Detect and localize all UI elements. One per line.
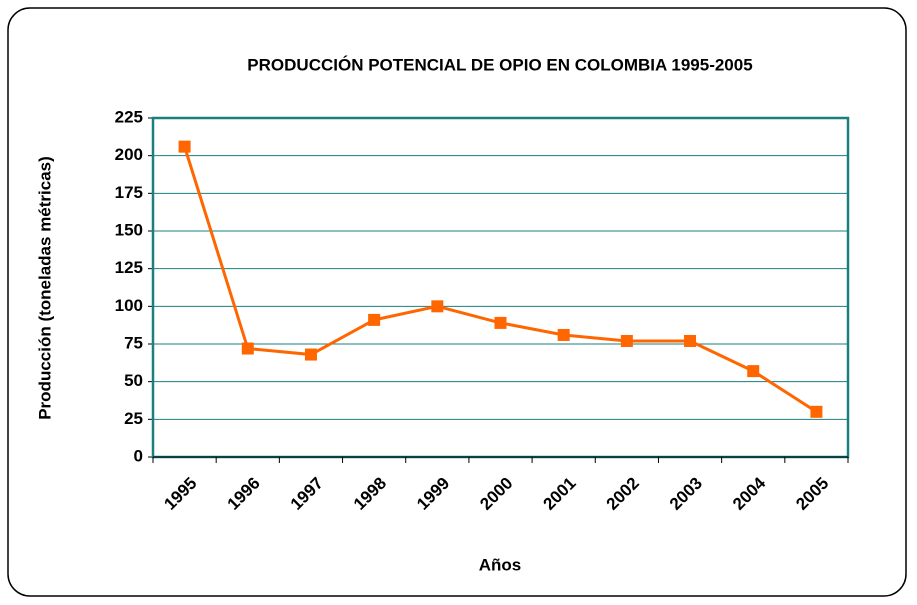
chart-frame [7, 7, 907, 597]
y-tick-label: 200 [115, 145, 143, 164]
point-marker [810, 405, 823, 418]
y-axis-label: Producción (toneladas métricas) [35, 156, 54, 420]
chart-title: PRODUCCIÓN POTENCIAL DE OPIO EN COLOMBIA… [247, 55, 752, 74]
point-marker [431, 300, 444, 313]
y-tick-label: 125 [115, 258, 143, 277]
point-marker [620, 334, 633, 347]
point-marker [368, 313, 381, 326]
y-tick-label: 175 [115, 183, 143, 202]
point-marker [241, 342, 254, 355]
point-marker [747, 365, 760, 378]
y-tick-label: 25 [124, 409, 143, 428]
y-tick-label: 50 [124, 371, 143, 390]
y-tick-label: 75 [124, 333, 143, 352]
y-tick-label: 100 [115, 296, 143, 315]
point-marker [684, 334, 697, 347]
y-tick-label: 0 [134, 446, 143, 465]
y-tick-label: 225 [115, 107, 143, 126]
point-marker [557, 328, 570, 341]
point-marker [178, 140, 191, 153]
point-marker [494, 316, 507, 329]
point-marker [304, 348, 317, 361]
y-tick-label: 150 [115, 220, 143, 239]
x-axis-label: Años [479, 555, 522, 574]
